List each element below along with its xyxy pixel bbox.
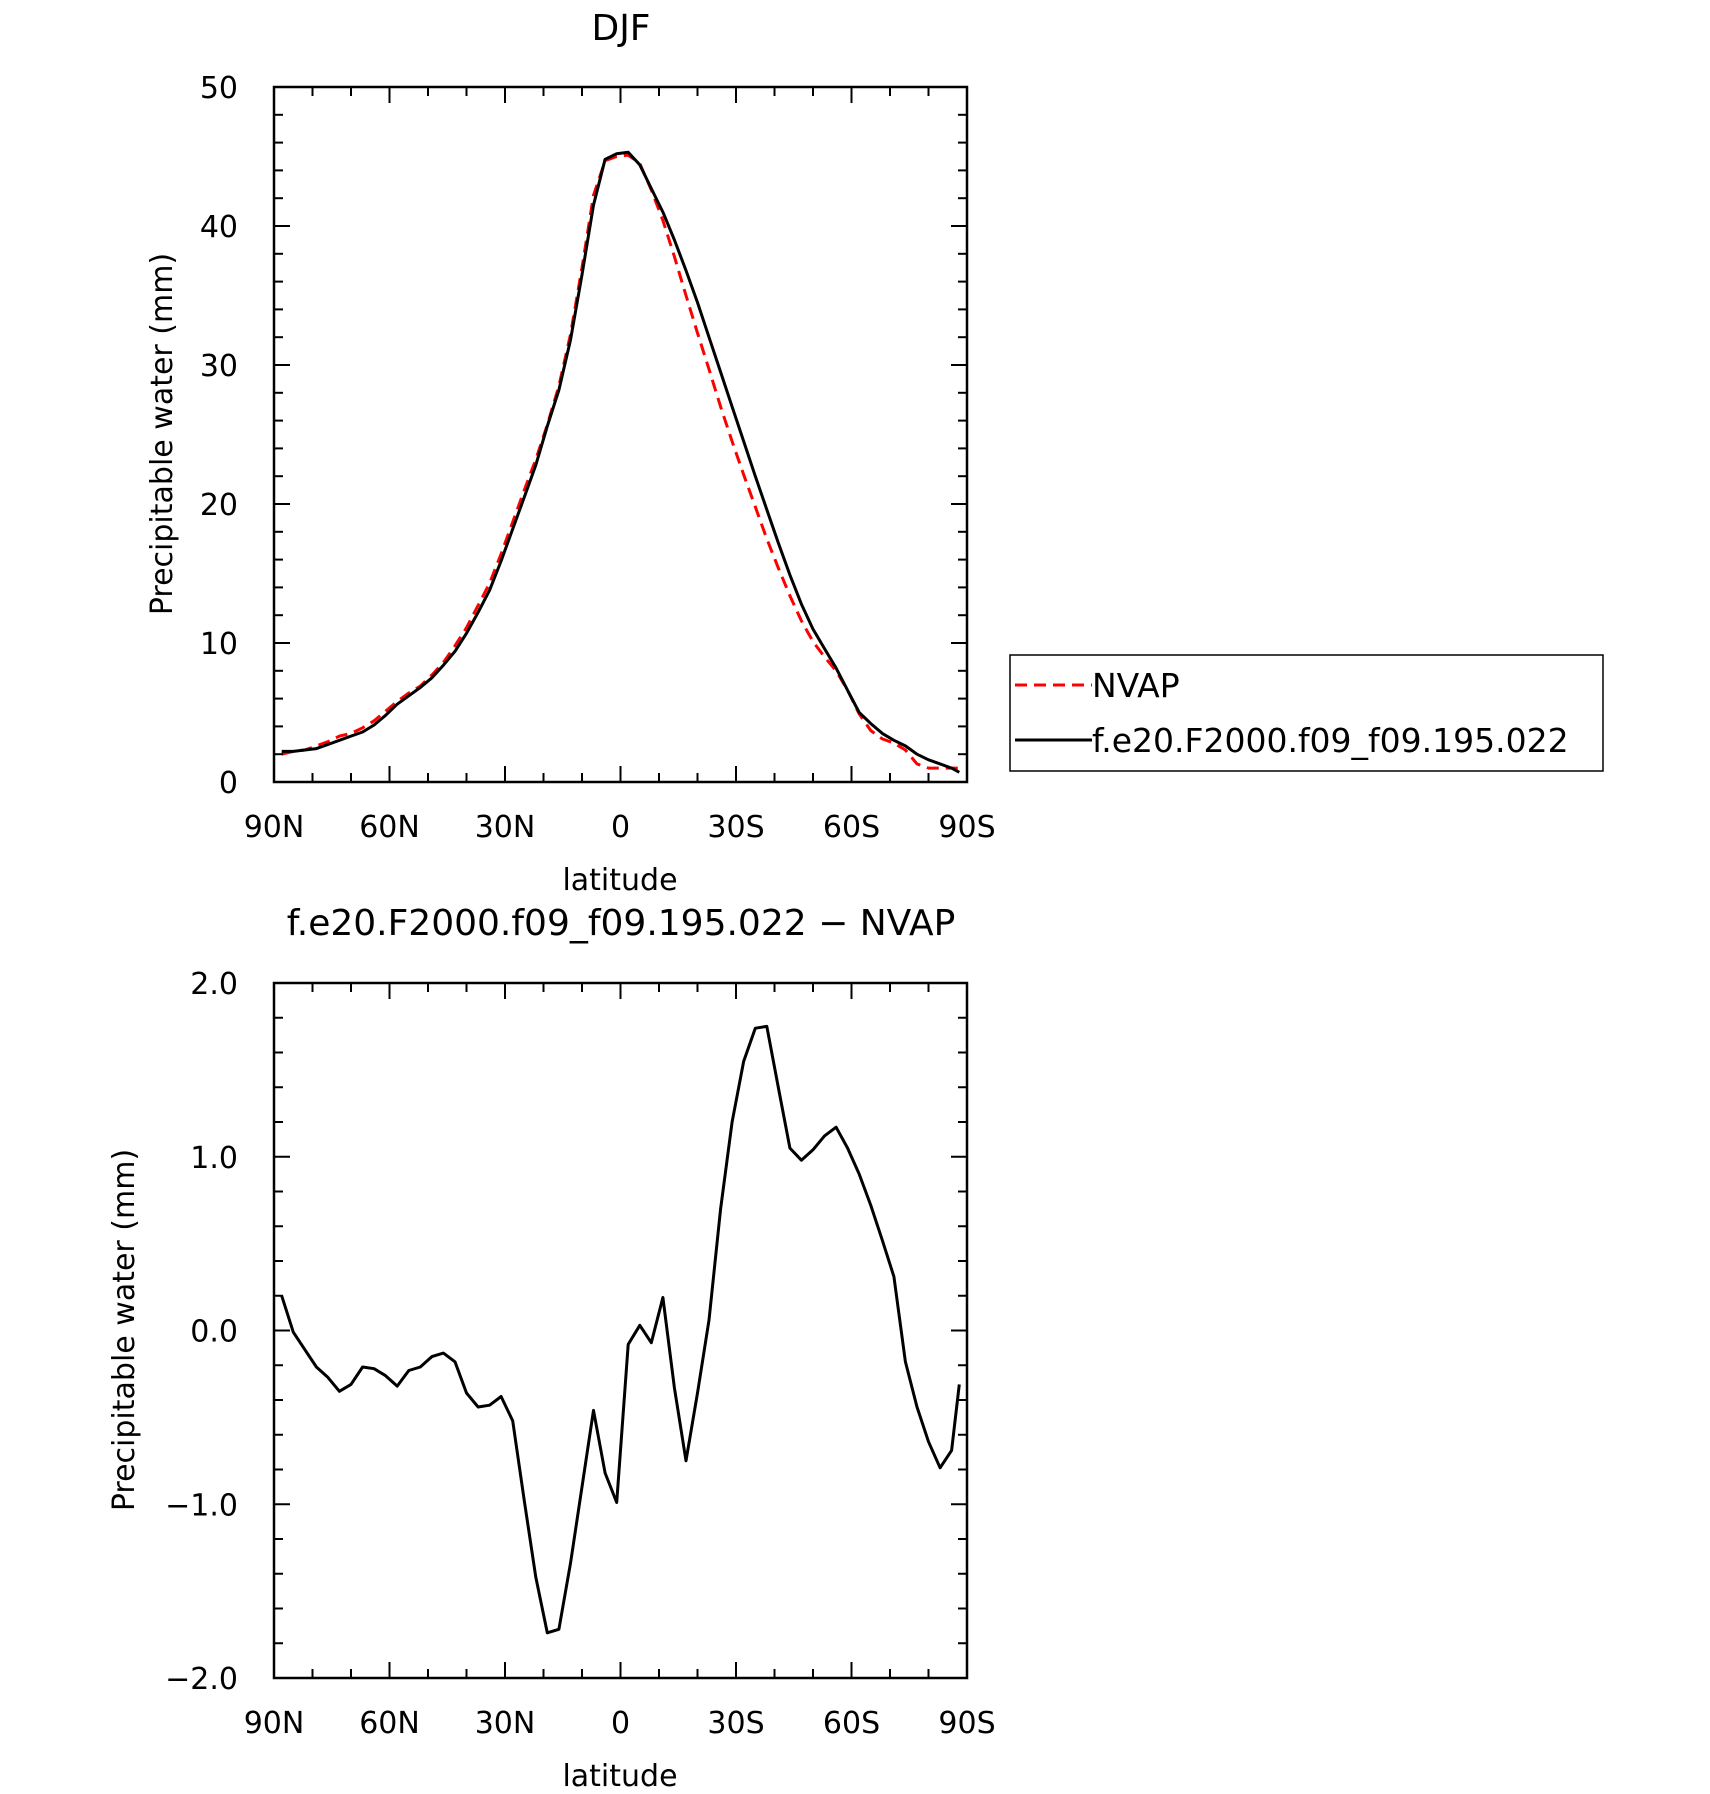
series-group-top <box>281 150 961 774</box>
x-axis-label-top: latitude <box>562 863 677 898</box>
y-tick-label: 30 <box>200 349 238 384</box>
x-tick-label: 90N <box>244 810 305 845</box>
x-tick-label: 30N <box>475 810 536 845</box>
x-tick-label: 60S <box>823 810 880 845</box>
x-tick-label: 30S <box>707 1706 764 1741</box>
y-axis-label-top: Precipitable water (mm) <box>145 253 180 615</box>
y-tick-label: 1.0 <box>190 1141 238 1176</box>
y-tick-label: 20 <box>200 488 238 523</box>
x-ticks-top: 90N 60N 30N 0 30S 60S 90S <box>244 87 996 845</box>
legend-label-nvap: NVAP <box>1092 666 1180 705</box>
x-ticks-bottom: 90N 60N 30N 0 30S 60S 90S <box>244 983 996 1741</box>
x-tick-label: 60N <box>359 1706 420 1741</box>
x-tick-label: 0 <box>611 810 630 845</box>
y-axis-label-bottom: Precipitable water (mm) <box>107 1149 142 1511</box>
x-tick-label: 30N <box>475 1706 536 1741</box>
y-ticks-bottom: −2.0 −1.0 0.0 1.0 2.0 <box>165 967 967 1697</box>
y-tick-label: 0 <box>219 766 238 801</box>
series-line-top-f-e20-f2000-f09-f09-195-022 <box>281 150 961 774</box>
plot-frame-top <box>272 85 969 784</box>
y-tick-label: 0.0 <box>190 1315 238 1350</box>
y-ticks-top: 0 10 20 30 40 50 <box>200 71 967 801</box>
x-tick-label: 30S <box>707 810 764 845</box>
panel-title-top: DJF <box>591 8 650 49</box>
y-tick-label: −2.0 <box>165 1662 238 1697</box>
legend-label-model: f.e20.F2000.f09_f09.195.022 <box>1092 721 1569 760</box>
y-tick-label: 2.0 <box>190 967 238 1002</box>
series-line-bottom-0 <box>280 1024 961 1635</box>
plot-frame-bottom <box>272 981 969 1680</box>
y-tick-label: 10 <box>200 627 238 662</box>
y-tick-label: 50 <box>200 71 238 106</box>
x-tick-label: 60S <box>823 1706 880 1741</box>
x-axis-label-bottom: latitude <box>562 1759 677 1794</box>
x-tick-label: 0 <box>611 1706 630 1741</box>
x-tick-label: 60N <box>359 810 420 845</box>
legend: NVAP f.e20.F2000.f09_f09.195.022 <box>1009 654 1604 772</box>
panel-top: DJF 90N 60N 30N 0 30S 60S 90S 0 10 20 30 40 50 lati… <box>145 8 996 898</box>
series-line-top-nvap <box>281 153 960 770</box>
legend-box <box>1009 654 1604 772</box>
y-tick-label: 40 <box>200 210 238 245</box>
panel-title-bottom: f.e20.F2000.f09_f09.195.022 − NVAP <box>287 903 956 944</box>
series-group-bottom <box>280 1024 961 1635</box>
y-tick-label: −1.0 <box>165 1488 238 1523</box>
x-tick-label: 90S <box>938 1706 995 1741</box>
x-tick-label: 90N <box>244 1706 305 1741</box>
panel-bottom: f.e20.F2000.f09_f09.195.022 − NVAP 90N 60… <box>107 903 996 1794</box>
x-tick-label: 90S <box>938 810 995 845</box>
